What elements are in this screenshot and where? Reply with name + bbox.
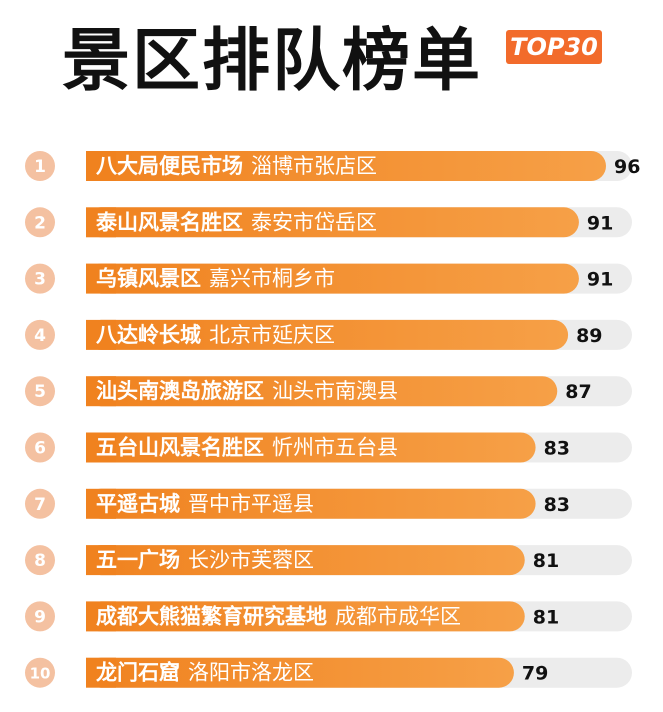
spot-name: 乌镇风景区 [96, 267, 201, 291]
value-label: 96 [614, 156, 640, 178]
bar [86, 432, 536, 463]
row-label: 八大局便民市场 淄博市张店区 [96, 154, 377, 178]
bar-left-cap [86, 207, 116, 238]
spot-name: 汕头南澳岛旅游区 [96, 379, 264, 403]
value-label: 81 [533, 550, 559, 572]
top30-badge: TOP30 [506, 30, 602, 64]
bar [86, 657, 514, 688]
row-label: 泰山风景名胜区 泰安市岱岳区 [95, 210, 377, 234]
bar-left-cap [86, 545, 116, 576]
spot-name: 龙门石窟 [96, 661, 180, 685]
row-label: 五台山风景名胜区 忻州市五台县 [96, 436, 398, 460]
bar-left-cap [86, 263, 116, 294]
spot-name: 八达岭长城 [96, 323, 201, 347]
rank-number: 3 [34, 270, 46, 290]
value-label: 79 [522, 663, 548, 685]
value-label: 91 [587, 212, 613, 234]
spot-name: 五台山风景名胜区 [96, 436, 264, 460]
spot-name: 泰山风景名胜区 [95, 210, 243, 234]
rank-circle [25, 207, 55, 238]
rank-circle [25, 432, 55, 463]
spot-name: 成都大熊猫繁育研究基地 [96, 604, 327, 628]
spot-location: 长沙市芙蓉区 [188, 548, 314, 572]
bar-left-cap [86, 319, 116, 350]
value-label: 91 [587, 269, 613, 291]
rank-row: 1 八大局便民市场 淄博市张店区 96 [25, 151, 640, 181]
rank-row: 7 平遥古城 晋中市平遥县 83 [25, 488, 632, 519]
row-label: 成都大熊猫繁育研究基地 成都市成华区 [96, 604, 461, 628]
bar [86, 488, 536, 519]
spot-location: 晋中市平遥县 [188, 492, 314, 516]
rank-row: 4 八达岭长城 北京市延庆区 89 [25, 319, 632, 350]
spot-name: 八大局便民市场 [96, 154, 243, 178]
rank-circle [25, 545, 55, 576]
bar-left-cap [86, 376, 116, 407]
row-label: 乌镇风景区 嘉兴市桐乡市 [96, 267, 335, 291]
rank-circle [25, 319, 55, 350]
spot-location: 淄博市张店区 [251, 154, 377, 178]
rank-number: 5 [34, 382, 46, 402]
spot-location: 忻州市五台县 [272, 436, 398, 460]
row-label: 五一广场 长沙市芙蓉区 [96, 548, 314, 572]
spot-location: 北京市延庆区 [209, 323, 335, 347]
rank-row: 2 泰山风景名胜区 泰安市岱岳区 91 [25, 207, 632, 238]
rank-circle [25, 601, 55, 632]
row-label: 龙门石窟 洛阳市洛龙区 [96, 661, 314, 685]
bar-left-cap [86, 151, 116, 181]
value-label: 83 [544, 494, 570, 516]
spot-location: 成都市成华区 [335, 604, 461, 628]
row-label: 汕头南澳岛旅游区 汕头市南澳县 [96, 379, 398, 403]
row-label: 平遥古城 晋中市平遥县 [96, 492, 314, 516]
bar [86, 376, 558, 407]
bar-left-cap [86, 432, 116, 463]
spot-location: 泰安市岱岳区 [251, 210, 377, 234]
spot-name: 平遥古城 [96, 492, 180, 516]
rank-number: 10 [30, 665, 51, 683]
spot-location: 汕头市南澳县 [272, 379, 398, 403]
spot-location: 洛阳市洛龙区 [188, 661, 314, 685]
spot-location: 嘉兴市桐乡市 [209, 267, 335, 291]
value-label: 89 [576, 325, 602, 347]
rank-row: 10 龙门石窟 洛阳市洛龙区 79 [25, 657, 632, 688]
bar [86, 601, 525, 632]
bar [86, 207, 579, 238]
rank-number: 2 [34, 213, 46, 233]
rank-row: 3 乌镇风景区 嘉兴市桐乡市 91 [25, 263, 632, 294]
bar-left-cap [86, 657, 116, 688]
rank-row: 8 五一广场 长沙市芙蓉区 81 [25, 545, 632, 576]
bar-left-cap [86, 488, 116, 519]
bar-left-cap [86, 601, 116, 632]
spot-name: 五一广场 [96, 548, 180, 572]
rank-circle [25, 488, 55, 519]
rank-circle [25, 263, 55, 294]
rank-number: 7 [34, 495, 46, 515]
value-label: 83 [544, 438, 570, 460]
rank-number: 4 [34, 326, 46, 346]
rank-number: 8 [34, 551, 46, 571]
value-label: 87 [565, 381, 591, 403]
page-title: 景区排队榜单 [62, 22, 483, 101]
rank-row: 9 成都大熊猫繁育研究基地 成都市成华区 81 [25, 601, 632, 632]
rank-row: 6 五台山风景名胜区 忻州市五台县 83 [25, 432, 632, 463]
bar [86, 319, 569, 350]
rank-circle [25, 657, 55, 688]
rank-number: 9 [34, 607, 46, 627]
value-label: 81 [533, 606, 559, 628]
bar [86, 151, 606, 181]
bar [86, 263, 579, 294]
rank-circle [25, 376, 55, 407]
rank-number: 1 [34, 157, 46, 177]
rank-row: 5 汕头南澳岛旅游区 汕头市南澳县 87 [25, 376, 632, 407]
row-label: 八达岭长城 北京市延庆区 [96, 323, 335, 347]
rank-circle [25, 151, 55, 181]
rank-number: 6 [34, 439, 46, 459]
bar [86, 545, 525, 576]
